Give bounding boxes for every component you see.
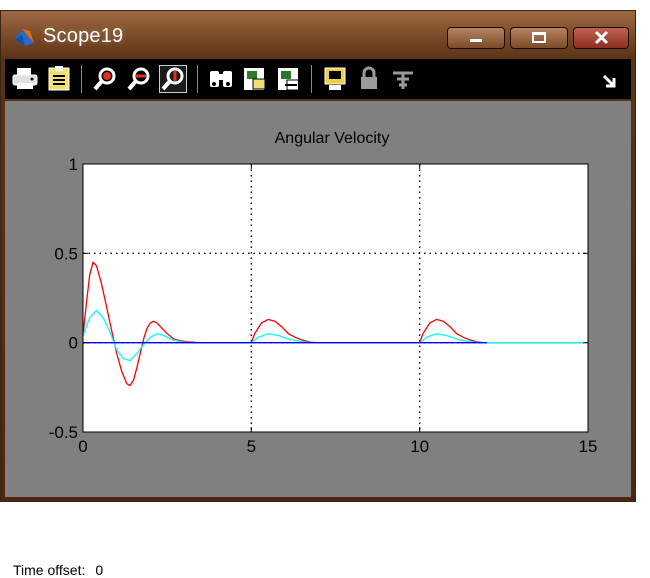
window-title: Scope19	[43, 25, 124, 47]
scope-client-area: 0 5 10 15 -0.5 0 0.5 1 Angular Velocity Time of…	[5, 101, 631, 578]
time-offset-value: 0	[95, 562, 104, 578]
zoom-y-button[interactable]	[159, 65, 187, 93]
matlab-icon	[14, 29, 34, 46]
toolbar-separator	[81, 65, 82, 93]
scope-toolbar	[5, 59, 631, 99]
zoom-x-button[interactable]	[125, 65, 153, 93]
y-tick-label: 1	[69, 155, 78, 174]
plot-area[interactable]: 0 5 10 15-0.500.51 Angular Velocity	[5, 101, 631, 497]
toolbar-separator	[197, 65, 198, 93]
y-tick-label: 0.5	[54, 244, 78, 263]
floating-scope-button[interactable]	[321, 65, 349, 93]
print-button[interactable]	[11, 65, 39, 93]
toolbar-separator	[311, 65, 312, 93]
minimize-button[interactable]	[447, 27, 505, 49]
save-axes-button[interactable]	[241, 65, 269, 93]
save-axes-icon	[244, 68, 266, 90]
x-tick-label: 5	[247, 437, 256, 456]
signal-selector-icon	[393, 71, 413, 89]
chart-title: Angular Velocity	[275, 130, 390, 147]
restore-axes-button[interactable]	[275, 65, 303, 93]
title-bar[interactable]: Scope19	[1, 11, 635, 57]
maximize-icon	[532, 32, 546, 43]
restore-axes-icon	[278, 68, 300, 91]
parameters-button[interactable]	[45, 65, 73, 93]
lock-icon	[361, 66, 377, 89]
maximize-button[interactable]	[510, 27, 568, 49]
time-offset-status: Time offset: 0	[13, 562, 103, 578]
print-icon	[12, 68, 38, 89]
signal-selector-button[interactable]	[389, 65, 417, 93]
y-tick-label: 0	[69, 334, 78, 353]
y-tick-label: -0.5	[49, 423, 78, 442]
x-tick-label: 0	[78, 437, 87, 456]
scope-window: Scope19	[0, 10, 636, 578]
autoscale-binoculars-icon	[210, 71, 232, 87]
autoscale-button[interactable]	[207, 65, 235, 93]
plot-frame	[82, 163, 589, 433]
zoom-y-icon	[161, 67, 184, 91]
close-button[interactable]	[573, 27, 629, 49]
zoom-button[interactable]	[91, 65, 119, 93]
close-icon	[594, 30, 609, 45]
time-offset-label: Time offset:	[13, 562, 86, 578]
plot-background	[83, 164, 588, 432]
parameters-icon	[48, 66, 70, 91]
floating-scope-icon	[324, 67, 346, 90]
minimize-icon	[470, 39, 482, 42]
expand-arrow-icon	[602, 74, 616, 88]
expand-button[interactable]	[595, 65, 623, 93]
zoom-icon	[93, 67, 116, 91]
zoom-x-icon	[127, 67, 150, 91]
x-tick-label: 10	[410, 437, 429, 456]
lock-button[interactable]	[355, 65, 383, 93]
x-tick-label: 15	[579, 437, 598, 456]
